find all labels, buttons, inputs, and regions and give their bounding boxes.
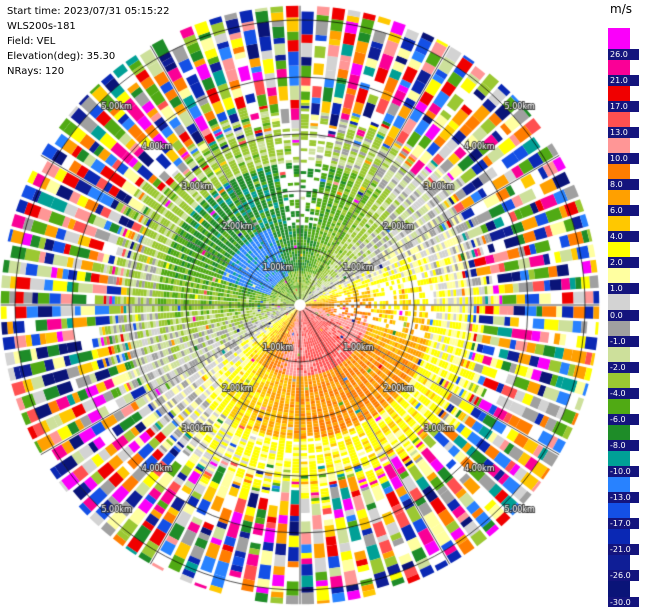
colorbar-tick-label: 8.0 <box>608 179 639 191</box>
colorbar-tick-label: -8.0 <box>608 439 639 451</box>
colorbar-segment <box>608 549 630 576</box>
info-field: Field: VEL <box>7 36 56 47</box>
colorbar-segment <box>608 471 630 498</box>
colorbar-tick-label: -4.0 <box>608 387 639 399</box>
colorbar-segment <box>608 575 630 602</box>
colorbar-segment <box>608 314 630 341</box>
colorbar-tick-label: 21.0 <box>608 74 639 86</box>
colorbar-tick-label: -21.0 <box>608 544 639 556</box>
colorbar-tick-label: -2.0 <box>608 361 639 373</box>
colorbar-tick-label: -10.0 <box>608 466 639 478</box>
colorbar-tick-label: -13.0 <box>608 492 639 504</box>
colorbar-tick-label: 4.0 <box>608 231 639 243</box>
info-instrument: WLS200s-181 <box>7 21 76 32</box>
ppi-plot-canvas <box>0 0 607 607</box>
colorbar-segment <box>608 367 630 394</box>
colorbar-tick-label: 6.0 <box>608 205 639 217</box>
colorbar-tick-label: 0.0 <box>608 309 639 321</box>
colorbar-tick-label: 2.0 <box>608 257 639 269</box>
colorbar-segment <box>608 288 630 315</box>
colorbar-tick-label: -30.0 <box>608 596 639 607</box>
colorbar-segment <box>608 54 630 81</box>
info-nrays: NRays: 120 <box>7 66 65 77</box>
colorbar-segment <box>608 262 630 289</box>
colorbar-tick-label: -6.0 <box>608 413 639 425</box>
colorbar-segment <box>608 393 630 420</box>
colorbar-segment <box>608 236 630 263</box>
colorbar-segment <box>608 523 630 550</box>
colorbar-segment <box>608 210 630 237</box>
colorbar-tick-label: 13.0 <box>608 126 639 138</box>
scan-info: Start time: 2023/07/31 05:15:22 WLS200s-… <box>7 4 169 79</box>
colorbar-tick-label: -1.0 <box>608 335 639 347</box>
colorbar-segment <box>608 497 630 524</box>
colorbar-tick-label: -26.0 <box>608 570 639 582</box>
colorbar-tick-label: 26.0 <box>608 48 639 60</box>
colorbar-segment <box>608 106 630 133</box>
colorbar-title: m/s <box>610 2 632 16</box>
colorbar-tick-label: 10.0 <box>608 152 639 164</box>
colorbar-segment <box>608 445 630 472</box>
colorbar-tick-label: -17.0 <box>608 518 639 530</box>
colorbar <box>608 28 630 602</box>
colorbar-tick-label: 17.0 <box>608 100 639 112</box>
colorbar-segment <box>608 419 630 446</box>
colorbar-segment <box>608 158 630 185</box>
colorbar-tick-label: 1.0 <box>608 283 639 295</box>
info-elevation: Elevation(deg): 35.30 <box>7 51 116 62</box>
colorbar-segment <box>608 28 630 55</box>
colorbar-segment <box>608 340 630 368</box>
colorbar-segment <box>608 132 630 159</box>
colorbar-segment <box>608 184 630 211</box>
info-start-time: Start time: 2023/07/31 05:15:22 <box>7 6 170 17</box>
colorbar-segment <box>608 80 630 107</box>
